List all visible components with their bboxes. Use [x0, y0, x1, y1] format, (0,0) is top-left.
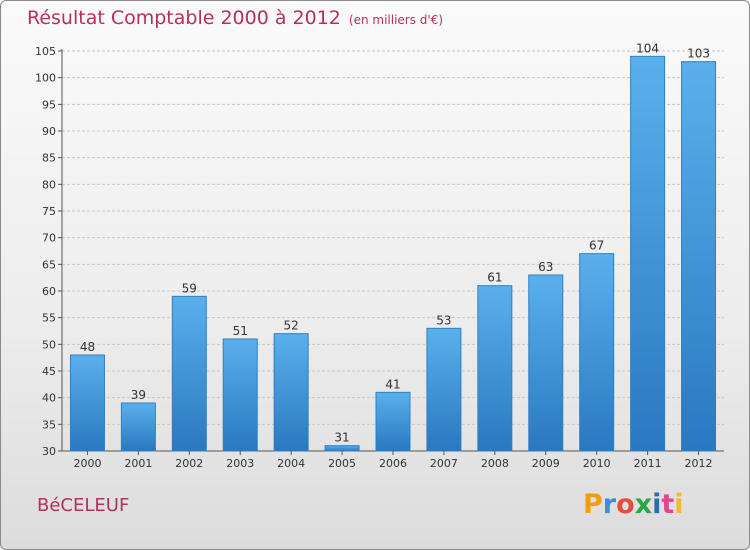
bar — [69, 354, 105, 452]
logo-letter: t — [661, 489, 675, 520]
x-tick-label: 2003 — [226, 457, 254, 470]
y-tick-label: 55 — [42, 312, 56, 325]
bar-value-label: 63 — [538, 260, 553, 274]
bar — [630, 55, 666, 452]
x-tick-label: 2002 — [175, 457, 203, 470]
y-tick-label: 90 — [42, 125, 56, 138]
bar-value-label: 103 — [687, 47, 710, 61]
logo-letter: i — [674, 489, 684, 520]
y-tick-label: 35 — [42, 418, 56, 431]
bar-value-label: 52 — [284, 319, 299, 333]
bar — [375, 391, 411, 452]
bar — [120, 402, 156, 452]
y-tick-label: 105 — [35, 45, 56, 58]
x-tick-label: 2001 — [124, 457, 152, 470]
x-tick-label: 2009 — [532, 457, 560, 470]
bar — [171, 295, 207, 452]
chart-title: Résultat Comptable 2000 à 2012 — [27, 7, 341, 29]
bar-value-label: 61 — [487, 271, 502, 285]
logo-letter: r — [602, 489, 617, 520]
logo-letter: P — [583, 489, 603, 520]
bar — [273, 333, 309, 452]
y-tick-label: 45 — [42, 365, 56, 378]
bar — [222, 338, 258, 452]
x-tick-label: 2004 — [277, 457, 305, 470]
y-tick-label: 65 — [42, 258, 56, 271]
x-tick-label: 2007 — [430, 457, 458, 470]
logo-letter: x — [634, 489, 653, 520]
x-tick-label: 2012 — [685, 457, 713, 470]
bar — [579, 253, 615, 452]
bar — [528, 274, 564, 452]
y-tick-label: 80 — [42, 178, 56, 191]
bar-value-label: 41 — [385, 377, 400, 391]
chart-unit: (en milliers d'€) — [348, 13, 444, 27]
y-tick-label: 85 — [42, 152, 56, 165]
x-tick-label: 2008 — [481, 457, 509, 470]
commune-name: BéCELEUF — [37, 495, 130, 516]
y-tick-label: 75 — [42, 205, 56, 218]
bar-value-label: 31 — [334, 431, 349, 445]
y-tick-label: 100 — [35, 72, 56, 85]
y-tick-label: 60 — [42, 285, 56, 298]
y-tick-label: 30 — [42, 445, 56, 458]
x-tick-label: 2006 — [379, 457, 407, 470]
bar-value-label: 67 — [589, 239, 604, 253]
bar-value-label: 104 — [636, 41, 659, 55]
bar-value-label: 53 — [436, 313, 451, 327]
logo-letter: o — [616, 489, 635, 520]
bar-value-label: 39 — [131, 388, 146, 402]
bar — [426, 327, 462, 452]
y-tick-label: 40 — [42, 392, 56, 405]
bar-value-label: 59 — [182, 281, 197, 295]
bar — [477, 285, 513, 452]
proxiti-logo: Proxiti — [583, 489, 684, 520]
x-tick-label: 2000 — [73, 457, 101, 470]
x-tick-label: 2011 — [634, 457, 662, 470]
y-tick-label: 50 — [42, 338, 56, 351]
chart-title-block: Résultat Comptable 2000 à 2012 (en millie… — [27, 7, 443, 29]
x-tick-label: 2005 — [328, 457, 356, 470]
y-tick-label: 70 — [42, 232, 56, 245]
bar — [681, 61, 717, 452]
bar — [324, 445, 360, 452]
bar-value-label: 48 — [80, 340, 95, 354]
logo-letter: i — [652, 489, 662, 520]
y-tick-label: 95 — [42, 98, 56, 111]
x-tick-label: 2010 — [583, 457, 611, 470]
bar-value-label: 51 — [233, 324, 248, 338]
